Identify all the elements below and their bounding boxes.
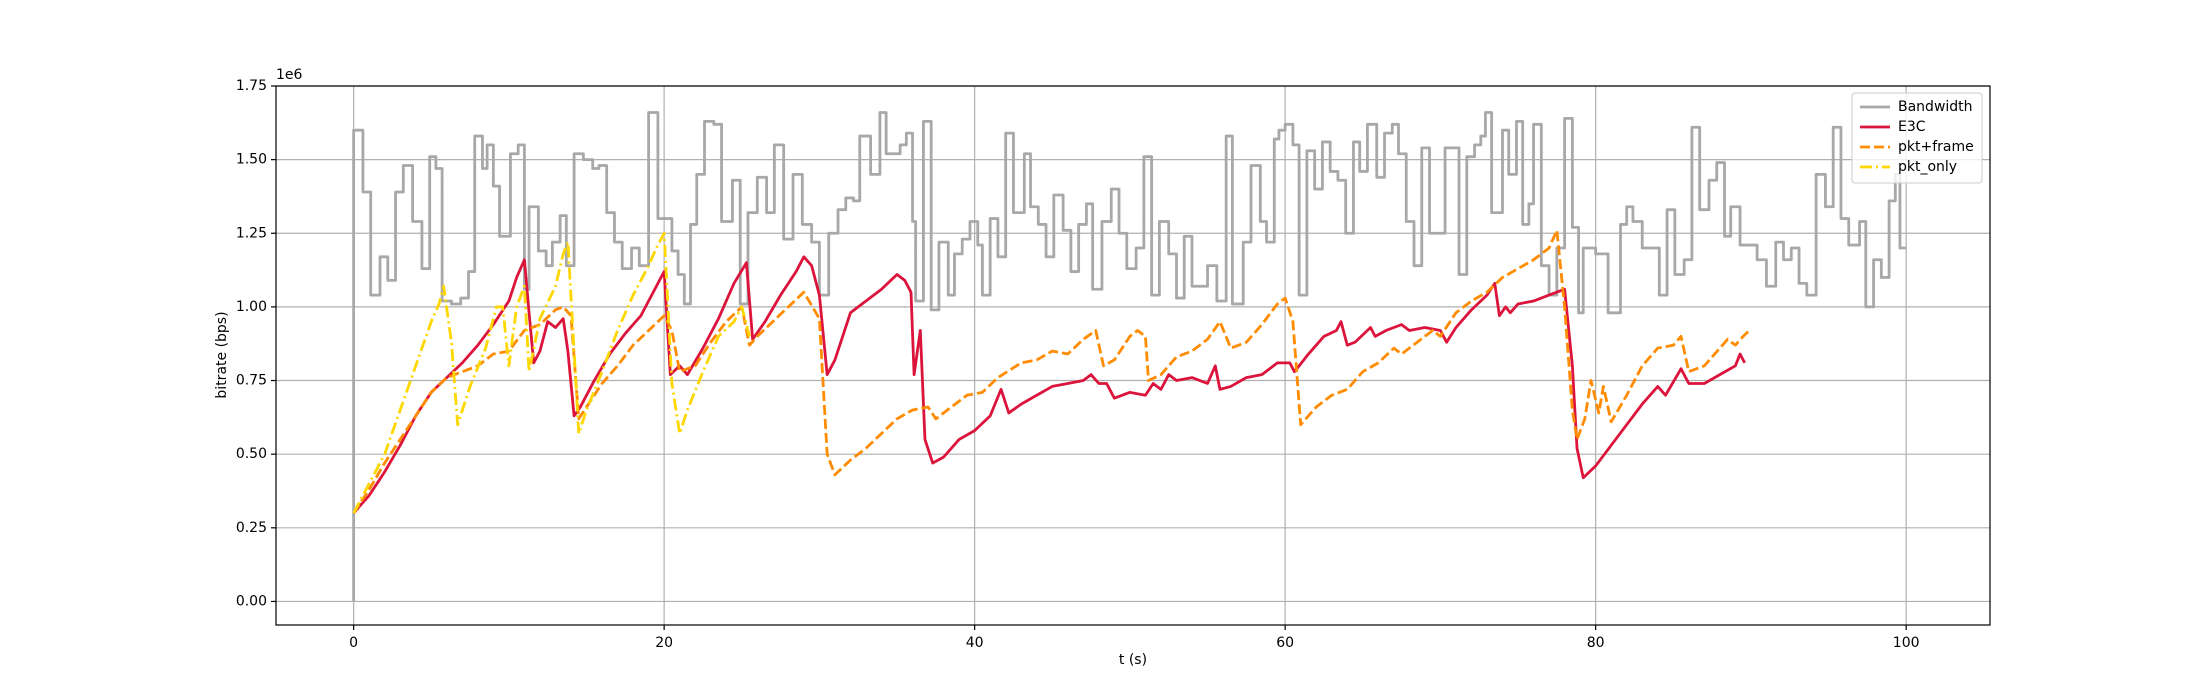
y-offset-label: 1e6 — [276, 67, 303, 83]
y-tick-label: 1.75 — [236, 78, 267, 94]
x-tick-label: 40 — [966, 635, 984, 651]
y-tick-label: 0.50 — [236, 446, 267, 462]
plot-area — [352, 111, 1907, 602]
series-line — [352, 231, 751, 514]
legend: Bandwidth E3C pkt+frame pkt_only — [1851, 92, 1983, 184]
legend-label: pkt_only — [1898, 159, 1957, 175]
series-line — [352, 111, 1907, 602]
y-tick-label: 1.25 — [236, 225, 267, 241]
x-axis-label: t (s) — [1119, 652, 1147, 668]
y-tick-label: 0.75 — [236, 373, 267, 389]
series-line — [352, 228, 1751, 514]
x-tick-label: 20 — [655, 635, 673, 651]
ticks: 0 20 40 60 80 100 0.00 0.25 0.50 0.75 1.00 1.25 1.50… — [236, 78, 1920, 651]
x-tick-label: 0 — [349, 635, 358, 651]
x-tick-label: 60 — [1276, 635, 1294, 651]
y-axis-label: bitrate (bps) — [214, 311, 230, 398]
y-tick-label: 1.00 — [236, 299, 267, 315]
legend-label: Bandwidth — [1898, 99, 1973, 115]
y-tick-label: 0.00 — [236, 593, 267, 609]
y-tick-label: 0.25 — [236, 520, 267, 536]
legend-label: E3C — [1898, 119, 1926, 135]
legend-label: pkt+frame — [1898, 139, 1974, 155]
x-tick-label: 100 — [1893, 635, 1920, 651]
x-tick-label: 80 — [1587, 635, 1605, 651]
axes-frame — [275, 85, 1991, 626]
y-tick-label: 1.50 — [236, 152, 267, 168]
series-line — [352, 255, 1746, 514]
legend-box — [1851, 92, 1983, 184]
